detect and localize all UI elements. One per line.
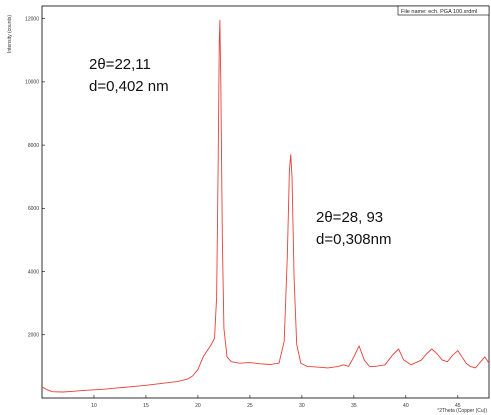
- diffraction-pattern-line: [41, 19, 490, 393]
- x-tick-label: 10: [91, 403, 97, 409]
- y-tick-label: 8000: [28, 143, 39, 149]
- x-tick-label: 20: [195, 403, 201, 409]
- peak-annotation-1: 2θ=22,11 d=0,402 nm: [89, 56, 169, 95]
- y-tick-label: 2000: [28, 333, 39, 339]
- y-axis: 2000 4000 6000 8000 10000 12000: [25, 16, 45, 339]
- y-tick-label: 10000: [25, 80, 39, 86]
- y-tick-label: 12000: [25, 16, 39, 22]
- peak-1-spacing-label: d=0,402 nm: [89, 78, 169, 95]
- peak-2-spacing-label: d=0,308nm: [316, 231, 391, 248]
- peak-annotation-2: 2θ=28, 93 d=0,308nm: [316, 209, 391, 248]
- y-tick-label: 4000: [28, 269, 39, 275]
- file-name-frame: [397, 5, 490, 16]
- file-name-text: File name: ech. PGA 100.xrdml: [401, 9, 477, 15]
- x-tick-label: 40: [403, 403, 409, 409]
- y-axis-label: Intensity (counts): [7, 15, 13, 53]
- x-tick-label: 45: [455, 403, 461, 409]
- x-axis: 10 15 20 25 30 35 40 45: [91, 395, 461, 409]
- peak-1-angle-label: 2θ=22,11: [89, 56, 151, 73]
- plot-frame: [41, 5, 490, 399]
- x-tick-label: 25: [247, 403, 253, 409]
- x-tick-label: 15: [143, 403, 149, 409]
- y-tick-label: 6000: [28, 206, 39, 212]
- file-name-box: File name: ech. PGA 100.xrdml: [397, 5, 490, 16]
- x-tick-label: 35: [351, 403, 357, 409]
- x-axis-label: °2Theta (Copper (Cu)): [437, 408, 487, 414]
- peak-2-angle-label: 2θ=28, 93: [316, 209, 383, 226]
- x-tick-label: 30: [299, 403, 305, 409]
